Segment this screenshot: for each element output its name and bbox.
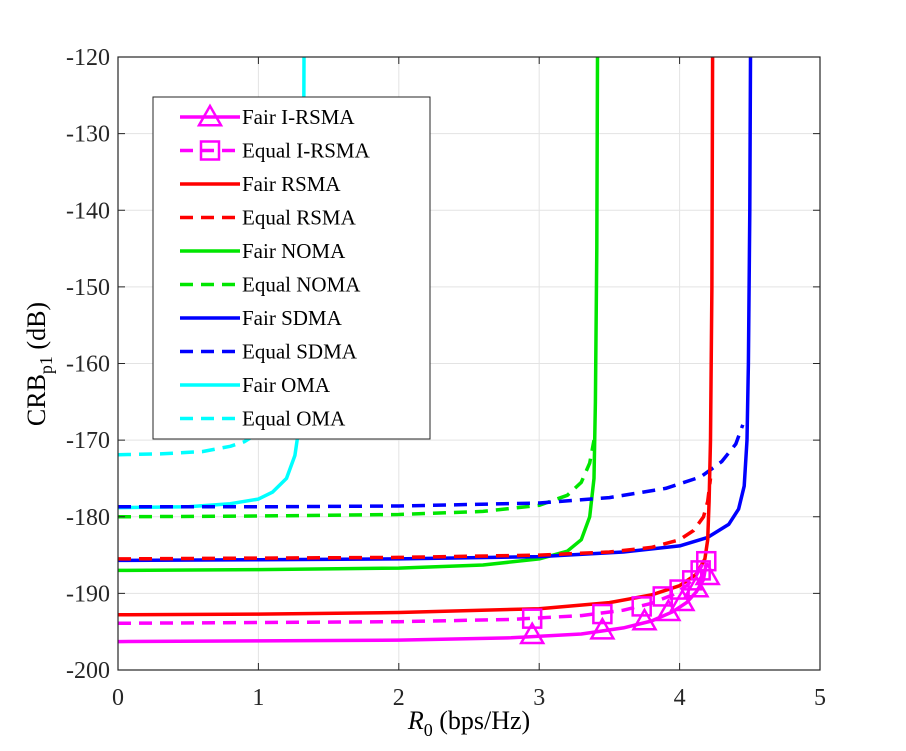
series-line: [117, 56, 600, 573]
y-axis-ticks: -200 -190 -180 -170 -160 -150 -140 -130 -120: [66, 45, 820, 684]
series-4: [117, 56, 600, 573]
y-tick-label: -190: [66, 581, 110, 607]
x-axis-ticks: 0 1 2 3 4 5: [112, 57, 826, 711]
series-marker: [589, 616, 616, 640]
legend-item: Fair OMA: [180, 373, 331, 397]
y-tick-label: -120: [66, 45, 110, 71]
series-layer: [117, 56, 753, 645]
x-axis-label: R0 (bps/Hz): [407, 706, 530, 740]
y-tick-label: -170: [66, 428, 110, 454]
legend-marker: [199, 140, 221, 161]
y-axis-label-subscript: p1: [36, 356, 56, 374]
x-axis-label-unit: (bps/Hz): [433, 706, 530, 735]
legend-label: Fair RSMA: [242, 172, 341, 196]
legend-item: Equal NOMA: [180, 273, 361, 297]
x-tick-label: 1: [252, 685, 264, 711]
series-line: [117, 439, 596, 519]
x-axis-label-subscript: 0: [424, 720, 433, 740]
y-tick-label: -160: [66, 352, 110, 378]
x-tick-label: 2: [393, 685, 405, 711]
y-tick-label: -150: [66, 275, 110, 301]
legend-label: Equal NOMA: [242, 273, 361, 297]
series-marker: [694, 562, 721, 586]
legend-marker: [196, 103, 224, 127]
legend-label: Equal I-RSMA: [242, 139, 371, 163]
legend-item: Fair RSMA: [180, 172, 341, 196]
x-tick-label: 3: [533, 685, 545, 711]
series-line: [118, 424, 745, 509]
legend-item: Fair SDMA: [180, 306, 343, 330]
legend-label: Fair NOMA: [242, 239, 346, 263]
series-9: [117, 427, 263, 457]
legend-item: Equal OMA: [180, 407, 346, 431]
series-3: [117, 478, 713, 561]
series-marker: [669, 588, 696, 612]
series-marker: [519, 621, 546, 645]
legend-label: Equal RSMA: [242, 206, 357, 230]
legend-label: Fair SDMA: [242, 306, 343, 330]
series-5: [117, 439, 596, 519]
series-line: [117, 427, 263, 457]
legend-label: Equal SDMA: [242, 340, 358, 364]
legend-label: Fair I-RSMA: [242, 105, 355, 129]
y-tick-label: -130: [66, 122, 110, 148]
y-axis-label-unit: (dB): [22, 302, 51, 356]
series-line: [117, 478, 713, 561]
x-tick-label: 4: [674, 685, 686, 711]
series-line: [117, 561, 706, 626]
legend-label: Fair OMA: [242, 373, 331, 397]
series-marker: [631, 607, 658, 631]
legend: Fair I-RSMA Equal I-RSMA Fair RSMA Equal RS…: [152, 96, 431, 440]
x-tick-label: 5: [814, 685, 826, 711]
series-1: [117, 550, 717, 629]
legend-item: Fair I-RSMA: [180, 103, 355, 129]
y-tick-label: -180: [66, 505, 110, 531]
legend-item: Equal RSMA: [180, 206, 357, 230]
series-marker: [592, 603, 613, 625]
series-marker: [521, 608, 543, 629]
x-tick-label: 0: [112, 685, 124, 711]
legend-box: [152, 96, 431, 440]
y-axis-label: CRBp1 (dB): [22, 302, 56, 426]
y-tick-label: -140: [66, 198, 110, 224]
x-axis-label-symbol: R: [407, 706, 424, 735]
legend-item: Equal SDMA: [180, 340, 358, 364]
series-0: [117, 562, 721, 645]
y-axis-label-base: CRB: [22, 374, 51, 426]
series-7: [118, 424, 745, 509]
legend-item: Fair NOMA: [180, 239, 346, 263]
legend-item: Equal I-RSMA: [180, 139, 371, 163]
series-marker: [683, 574, 710, 598]
legend-label: Equal OMA: [242, 407, 346, 431]
y-tick-label: -200: [66, 658, 110, 684]
